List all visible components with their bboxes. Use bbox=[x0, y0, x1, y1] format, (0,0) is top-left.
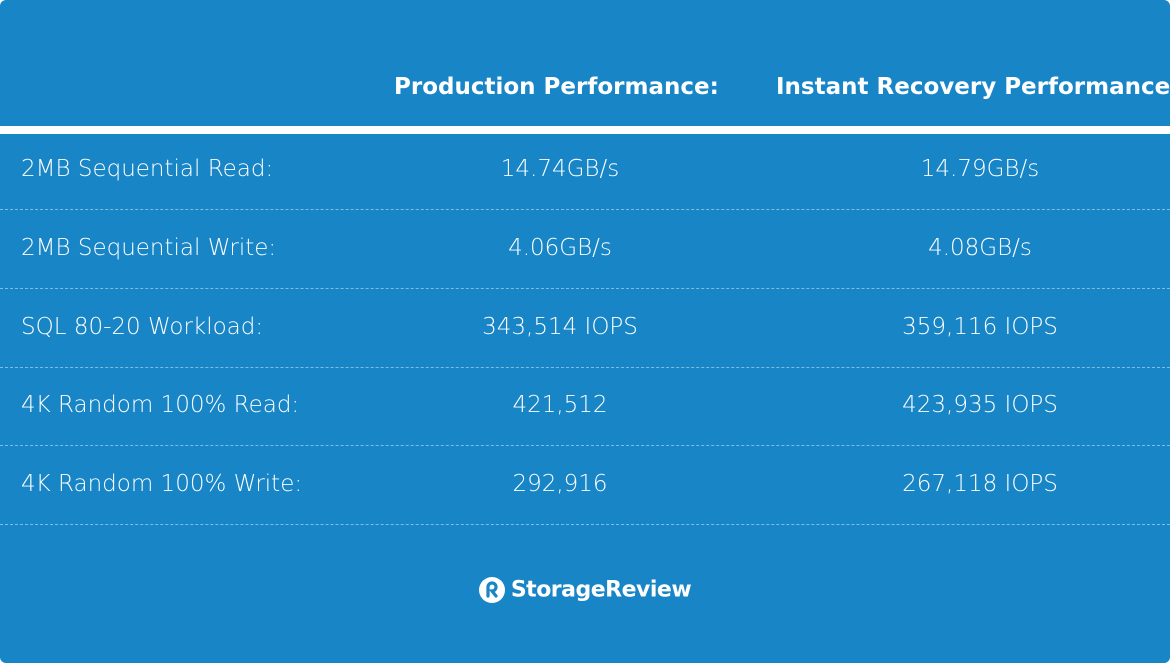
value-cell: 14.79GB/s bbox=[920, 156, 1040, 182]
column-header: Production Performance: bbox=[394, 74, 719, 100]
logo-icon bbox=[478, 577, 505, 603]
header-rule bbox=[0, 126, 1170, 134]
row-label: SQL 80-20 Workload: bbox=[21, 313, 264, 340]
brand-logo: StorageReview bbox=[0, 577, 1170, 603]
value-cell: 4.08GB/s bbox=[928, 234, 1032, 261]
row-divider bbox=[0, 287, 1170, 289]
row-label: 2MB Sequential Read: bbox=[21, 156, 274, 182]
row-divider bbox=[0, 366, 1170, 368]
value-cell: 359,116 IOPS bbox=[902, 313, 1058, 340]
value-cell: 14.74GB/s bbox=[500, 156, 620, 182]
row-label: 4K Random 100% Read: bbox=[21, 392, 300, 419]
row-divider bbox=[0, 445, 1170, 447]
row-label: 4K Random 100% Write: bbox=[21, 471, 303, 498]
value-cell: 267,118 IOPS bbox=[902, 471, 1058, 498]
value-cell: 423,935 IOPS bbox=[902, 392, 1058, 419]
row-divider bbox=[0, 524, 1170, 526]
column-header: Instant Recovery Performance bbox=[776, 74, 1170, 100]
value-cell: 343,514 IOPS bbox=[482, 313, 638, 340]
row-divider bbox=[0, 209, 1170, 210]
value-cell: 4.06GB/s bbox=[508, 234, 612, 261]
row-label: 2MB Sequential Write: bbox=[21, 234, 277, 261]
brand-name: StorageReview bbox=[510, 577, 692, 603]
value-cell: 421,512 bbox=[512, 392, 608, 419]
value-cell: 292,916 bbox=[512, 471, 608, 498]
